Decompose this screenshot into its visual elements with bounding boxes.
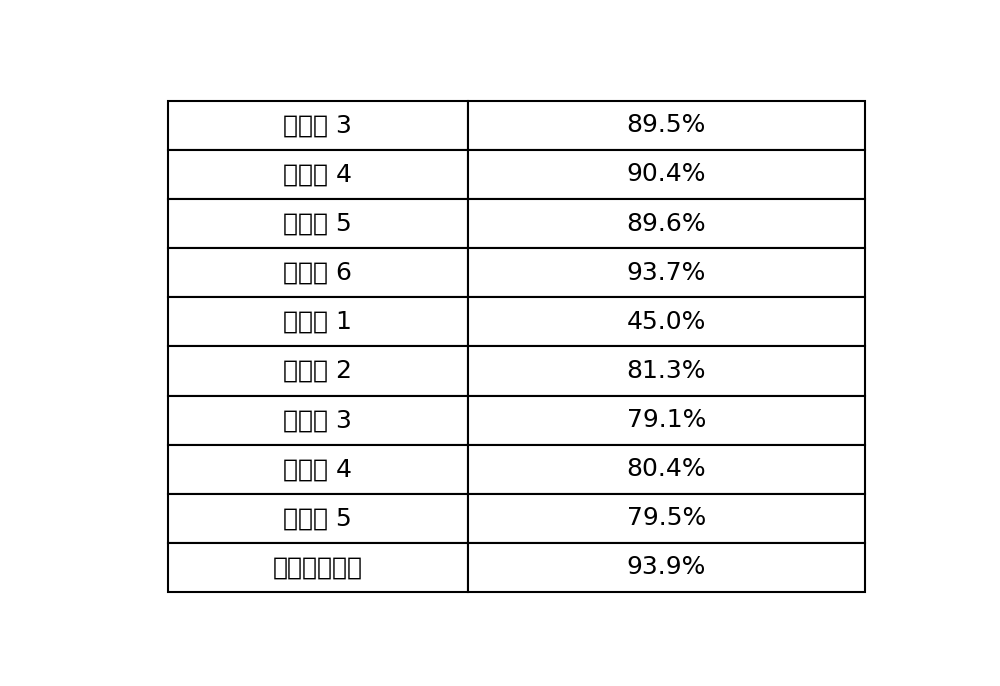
Bar (468, 396, 865, 445)
Text: 实施例 6: 实施例 6 (283, 261, 352, 285)
Text: 对比例 4: 对比例 4 (283, 458, 352, 482)
Bar (168, 150, 468, 199)
Bar (168, 101, 468, 150)
Bar (168, 248, 468, 297)
Bar (168, 543, 468, 592)
Bar (468, 297, 865, 346)
Text: 对比例 1: 对比例 1 (283, 310, 352, 334)
Text: 93.9%: 93.9% (627, 556, 706, 580)
Bar (168, 396, 468, 445)
Text: 81.3%: 81.3% (627, 359, 706, 383)
Text: 实施例 3: 实施例 3 (283, 113, 352, 137)
Text: 新加氢弦化剂: 新加氢弦化剂 (273, 556, 363, 580)
Bar (468, 248, 865, 297)
Bar (168, 346, 468, 396)
Bar (168, 445, 468, 494)
Bar (168, 297, 468, 346)
Text: 45.0%: 45.0% (627, 310, 706, 334)
Bar (468, 150, 865, 199)
Text: 90.4%: 90.4% (627, 163, 706, 187)
Text: 对比例 2: 对比例 2 (283, 359, 352, 383)
Text: 实施例 5: 实施例 5 (283, 211, 352, 235)
Text: 79.5%: 79.5% (627, 506, 706, 530)
Text: 89.6%: 89.6% (627, 211, 706, 235)
Bar (468, 445, 865, 494)
Bar (468, 543, 865, 592)
Bar (168, 494, 468, 543)
Text: 93.7%: 93.7% (627, 261, 706, 285)
Text: 对比例 5: 对比例 5 (283, 506, 352, 530)
Text: 80.4%: 80.4% (627, 458, 706, 482)
Bar (468, 346, 865, 396)
Bar (468, 494, 865, 543)
Text: 对比例 3: 对比例 3 (283, 408, 352, 432)
Bar (168, 199, 468, 248)
Text: 79.1%: 79.1% (627, 408, 706, 432)
Text: 实施例 4: 实施例 4 (283, 163, 352, 187)
Bar (468, 101, 865, 150)
Bar (468, 199, 865, 248)
Text: 89.5%: 89.5% (627, 113, 706, 137)
